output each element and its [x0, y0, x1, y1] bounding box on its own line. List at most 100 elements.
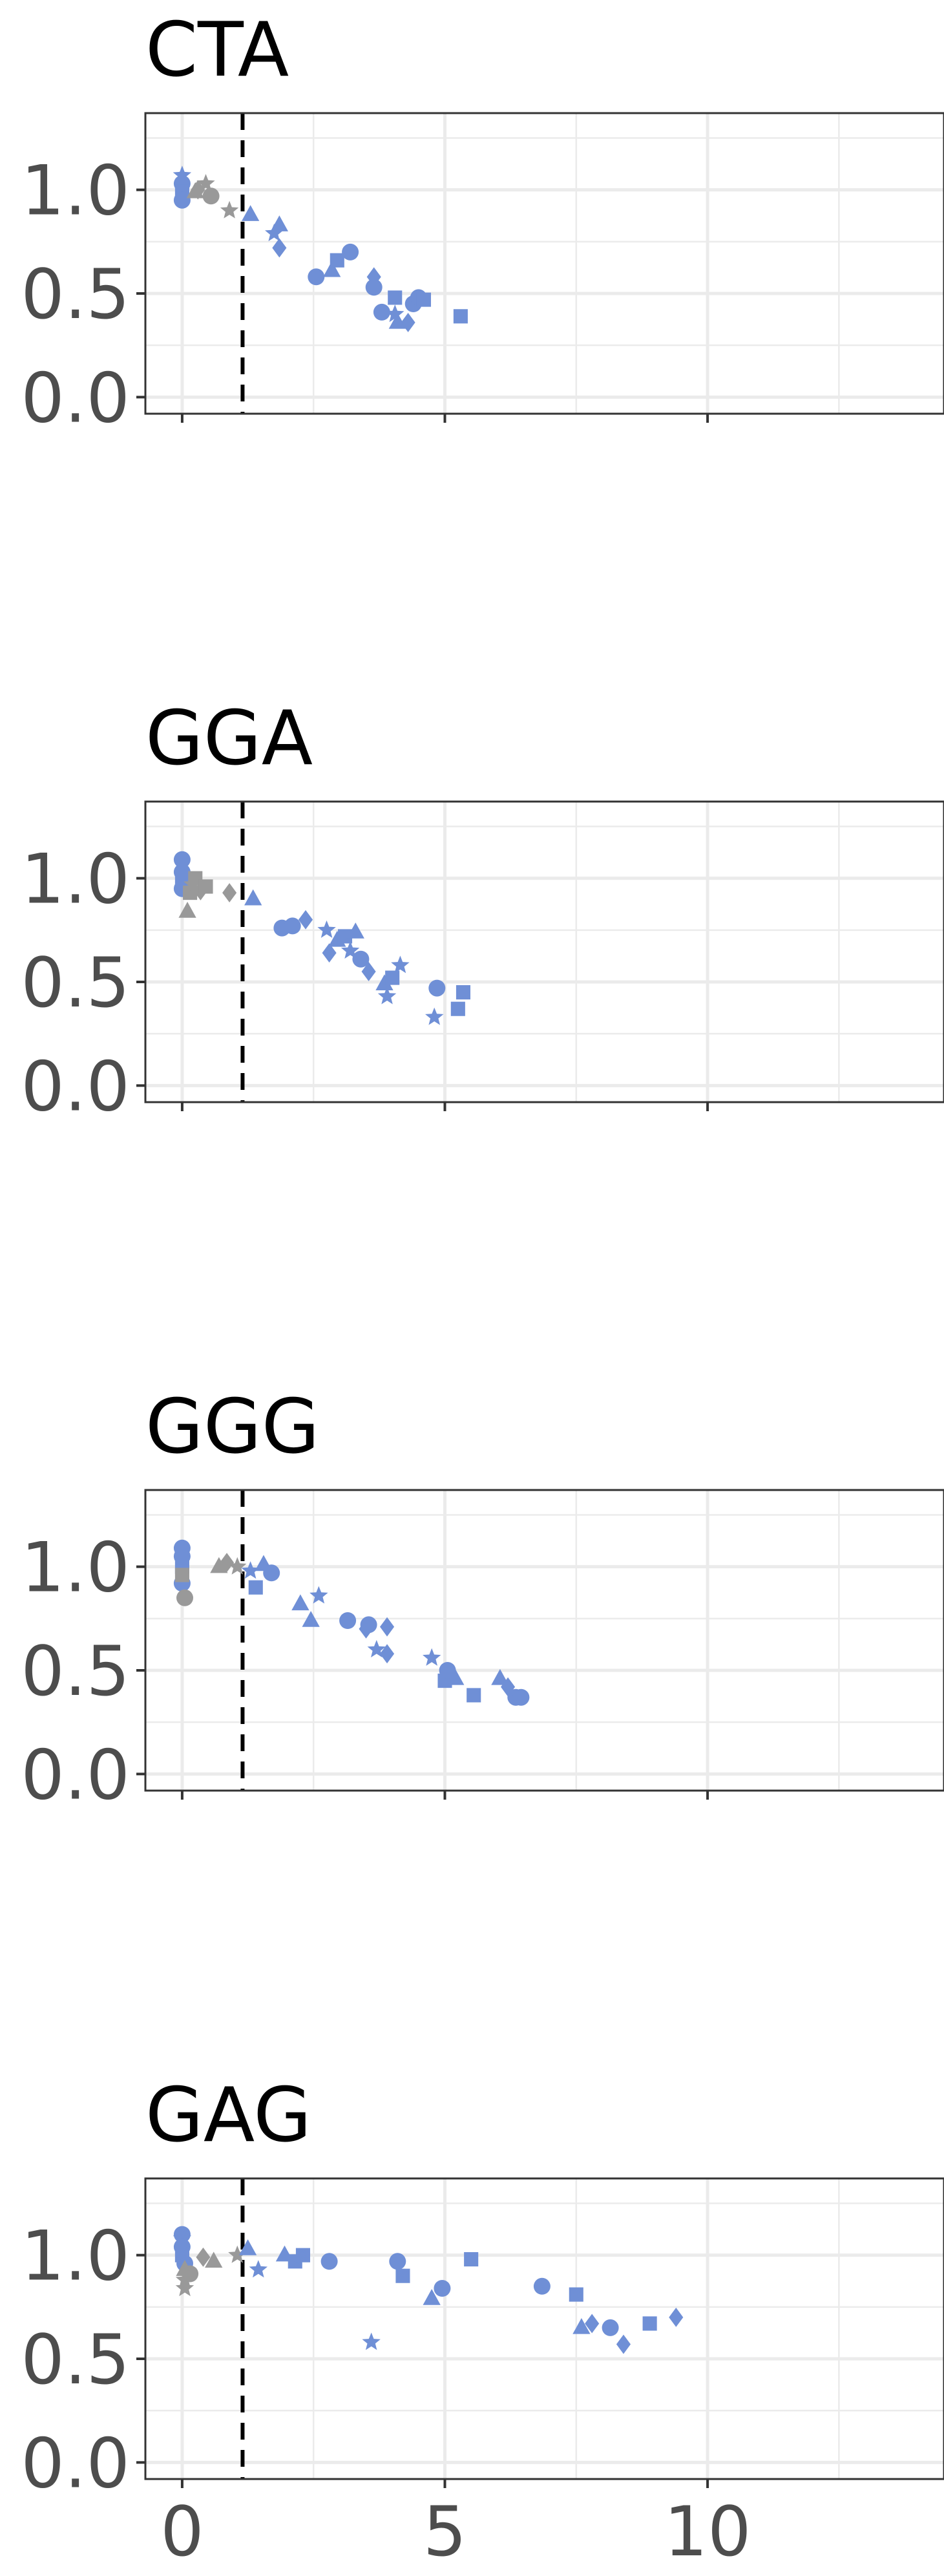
data-point-triangle	[241, 205, 260, 221]
data-point-triangle	[302, 1611, 320, 1627]
data-point-square	[453, 309, 468, 324]
data-point-star	[220, 200, 239, 218]
data-point-diamond	[196, 2247, 211, 2267]
data-point-triangle	[423, 2289, 441, 2305]
y-tick-label: 0.5	[21, 943, 130, 1023]
data-point-circle	[373, 303, 390, 321]
data-point-diamond	[322, 943, 337, 963]
data-point-triangle	[375, 974, 393, 990]
data-point-square	[450, 1001, 465, 1016]
plot-background	[145, 802, 944, 1102]
data-point-diamond	[380, 1617, 395, 1637]
data-point-diamond	[219, 1553, 235, 1573]
data-point-circle	[173, 851, 191, 868]
plot-frame	[144, 1489, 944, 1792]
data-point-triangle	[346, 922, 364, 939]
x-tick-label: 5	[423, 2492, 467, 2571]
data-point-star	[386, 304, 404, 323]
plot-background	[145, 1490, 944, 1791]
data-point-circle	[360, 1616, 377, 1634]
data-point-circle	[176, 1589, 193, 1606]
plot-frame	[144, 2177, 944, 2480]
data-point-star	[377, 986, 397, 1005]
x-tick-label: 10	[664, 2492, 751, 2571]
data-point-star	[175, 2279, 194, 2297]
panel-title: GGG	[145, 1383, 320, 1471]
y-tick-label: 0.0	[21, 1047, 130, 1126]
data-point-triangle	[572, 2317, 591, 2334]
panel-cta: CTA 0.0 0.5 1.0	[21, 6, 944, 438]
data-point-diamond	[361, 962, 376, 981]
data-point-square	[295, 2248, 310, 2262]
panel-title: GGA	[145, 695, 313, 782]
data-point-square	[456, 985, 471, 1000]
data-point-diamond	[380, 1644, 395, 1664]
data-point-star	[265, 224, 284, 242]
data-point-square	[395, 2268, 410, 2283]
data-point-circle	[365, 279, 383, 296]
plot-background	[145, 2178, 944, 2479]
data-point-diamond	[585, 2314, 600, 2334]
data-point-triangle	[238, 2239, 257, 2255]
data-point-square	[388, 290, 403, 305]
data-point-star	[249, 2260, 267, 2278]
data-point-circle	[602, 2319, 619, 2336]
data-point-diamond	[401, 312, 415, 332]
data-point-triangle	[178, 902, 196, 918]
data-point-square	[198, 879, 213, 894]
data-point-circle	[439, 1662, 456, 1679]
data-point-circle	[389, 2253, 406, 2270]
data-point-square	[385, 970, 400, 985]
data-point-circle	[182, 2265, 199, 2283]
data-point-star	[341, 941, 360, 959]
x-tick-label: 0	[160, 2492, 204, 2571]
data-point-star	[196, 174, 215, 192]
data-point-star	[391, 955, 410, 974]
data-point-square	[248, 1580, 263, 1595]
data-point-triangle	[446, 1668, 465, 1685]
data-point-star	[241, 1561, 260, 1579]
data-point-square	[642, 2316, 657, 2331]
data-point-triangle	[244, 889, 262, 906]
panel-gag: GAG 0.0 0.5 1.0 0 5 10	[21, 2072, 944, 2571]
data-point-circle	[352, 950, 370, 968]
panel-title: CTA	[145, 6, 289, 94]
data-point-circle	[533, 2277, 551, 2295]
data-point-diamond	[272, 238, 287, 258]
data-point-star	[367, 1640, 386, 1657]
data-point-triangle	[270, 215, 289, 231]
data-point-triangle	[291, 1594, 309, 1611]
y-tick-label: 1.0	[21, 151, 130, 231]
data-point-circle	[339, 1612, 357, 1629]
data-point-diamond	[616, 2334, 631, 2354]
data-point-diamond	[222, 883, 237, 903]
data-point-star	[425, 1007, 444, 1025]
plot-frame	[144, 800, 944, 1103]
y-tick-label: 0.0	[21, 2423, 130, 2503]
data-point-circle	[202, 187, 220, 205]
data-point-circle	[320, 2253, 338, 2270]
data-point-triangle	[205, 2251, 223, 2268]
data-point-diamond	[298, 910, 313, 930]
data-point-circle	[263, 1564, 280, 1582]
y-tick-label: 0.5	[21, 2320, 130, 2400]
data-point-square	[174, 1568, 189, 1582]
y-tick-label: 0.5	[21, 1632, 130, 1711]
data-point-circle	[512, 1688, 530, 1706]
panel-gga: GGA 0.0 0.5 1.0	[21, 695, 944, 1126]
data-point-square	[464, 2252, 479, 2267]
data-point-star	[173, 2229, 192, 2247]
y-tick-label: 0.5	[21, 255, 130, 334]
panel-title: GAG	[145, 2072, 311, 2159]
data-point-square	[467, 1688, 481, 1703]
data-point-triangle	[323, 261, 341, 277]
data-point-circle	[342, 243, 359, 261]
data-point-circle	[284, 917, 301, 935]
data-point-circle	[434, 2280, 451, 2297]
data-point-star	[228, 2245, 247, 2263]
plot-background	[145, 113, 944, 414]
data-point-circle	[428, 979, 446, 997]
panel-ggg: GGG 0.0 0.5 1.0	[21, 1383, 944, 1815]
data-point-star	[173, 165, 192, 184]
data-point-square	[569, 2287, 583, 2302]
